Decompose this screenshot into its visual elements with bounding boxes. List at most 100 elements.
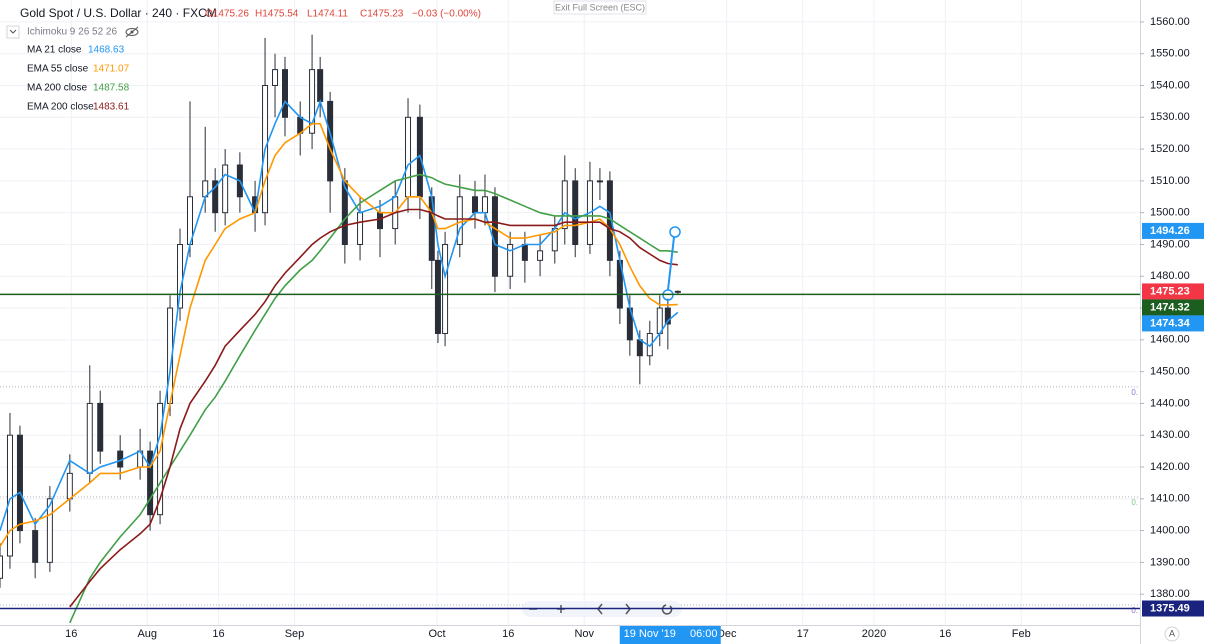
candle-body	[212, 180, 219, 214]
x-tick-label: 2020	[862, 628, 886, 640]
price-badge-label: 1475.23	[1150, 285, 1190, 297]
candle-body	[282, 69, 288, 118]
y-tick-label: 1430.00	[1150, 429, 1190, 441]
ohlc-value: H1475.54	[255, 9, 299, 20]
x-tick-label: 16	[502, 628, 514, 640]
ohlc-value: O1475.26	[205, 9, 249, 20]
y-tick-label: 1510.00	[1150, 175, 1190, 187]
x-tick-label: 16	[65, 628, 77, 640]
x-tick-label: 16	[939, 628, 951, 640]
collapse-toggle[interactable]	[6, 25, 20, 39]
x-tick-label: 17	[797, 628, 809, 640]
candle-body	[309, 69, 316, 134]
y-tick-label: 1540.00	[1150, 79, 1190, 91]
candle-body	[405, 116, 412, 198]
price-badge	[1142, 315, 1204, 332]
y-tick-label: 1490.00	[1150, 238, 1190, 250]
price-badge	[1142, 600, 1204, 617]
legend-name: MA 21 close	[27, 45, 82, 56]
y-tick-label: 1420.00	[1150, 461, 1190, 473]
ohlc-value: C1475.23	[360, 9, 404, 20]
legend-value: 1487.58	[93, 83, 130, 94]
candle-body	[434, 259, 441, 334]
candle-body	[317, 69, 324, 102]
legend-value: 1471.07	[93, 64, 130, 75]
ma-line	[69, 208, 678, 608]
price-badge-label: 1375.49	[1150, 602, 1190, 614]
candle-body	[472, 196, 478, 214]
price-badge-label: 1474.32	[1150, 301, 1190, 313]
candle-body	[157, 402, 164, 516]
y-tick-label: 1410.00	[1150, 493, 1190, 505]
candle-body	[147, 450, 154, 516]
candle-body	[674, 290, 681, 293]
legend-name: MA 200 close	[27, 83, 87, 94]
cursor-date: 19 Nov '19	[624, 628, 676, 640]
x-tick-label: 16	[212, 628, 224, 640]
symbol-title: Gold Spot / U.S. Dollar · 240 · FXCM	[20, 6, 217, 20]
y-tick-label: 1380.00	[1150, 588, 1190, 600]
candle-body	[66, 472, 73, 500]
y-tick-label: 1440.00	[1150, 397, 1190, 409]
auto-scale-button[interactable]	[1164, 626, 1180, 642]
legend-value: 1483.61	[93, 102, 130, 113]
y-tick-label: 1530.00	[1150, 111, 1190, 123]
ma-line	[0, 98, 679, 531]
x-tick-label: Nov	[574, 628, 594, 640]
candle-body	[481, 196, 488, 214]
exit-button[interactable]	[553, 0, 647, 15]
x-tick-label: Feb	[1012, 628, 1031, 640]
eye-icon[interactable]	[125, 26, 139, 38]
candle-body	[442, 243, 449, 334]
x-tick-label: Sep	[285, 628, 305, 640]
candle-body	[32, 530, 39, 563]
candle-body	[177, 243, 184, 309]
exit-fullscreen[interactable]: Exit Full Screen (ESC)	[555, 2, 645, 12]
y-tick-label: 1460.00	[1150, 334, 1190, 346]
candle-body	[0, 555, 3, 579]
price-badge	[1142, 222, 1204, 239]
ma-line	[69, 173, 678, 624]
candle-body	[636, 339, 643, 357]
x-tick-label: Aug	[137, 628, 157, 640]
candle-body	[357, 212, 364, 245]
candle-body	[46, 498, 53, 563]
y-tick-label: 1450.00	[1150, 366, 1190, 378]
candle-body	[86, 402, 93, 474]
arrow-line	[667, 236, 675, 291]
cursor-badge	[619, 626, 721, 644]
y-tick-label: 1480.00	[1150, 270, 1190, 282]
candle-body	[456, 196, 463, 245]
y-tick-label: 1550.00	[1150, 48, 1190, 60]
price-badge	[1142, 283, 1204, 300]
candle-body	[537, 250, 544, 261]
candle-body	[6, 434, 13, 557]
y-tick-label: 1520.00	[1150, 143, 1190, 155]
indicator-label: Ichimoku 9 26 52 26	[27, 27, 117, 38]
ohlc-value: L1474.11	[307, 9, 348, 20]
y-tick-label: 1560.00	[1150, 16, 1190, 28]
ohlc-value: −0.03 (−0.00%)	[412, 9, 481, 20]
level-label: 0.	[1131, 606, 1138, 615]
x-tick-label: Dec	[717, 628, 737, 640]
chevron	[9, 29, 17, 34]
candle-body	[272, 69, 279, 87]
auto-scale-label[interactable]: A	[1169, 628, 1175, 638]
price-badge-label: 1494.26	[1150, 225, 1190, 237]
legend-name: EMA 200 close	[27, 102, 94, 113]
level-label: 0.	[1131, 388, 1138, 397]
y-tick-label: 1500.00	[1150, 207, 1190, 219]
x-tick-label: Oct	[428, 628, 445, 640]
candle-body	[572, 180, 579, 245]
legend-value: 1468.63	[88, 45, 125, 56]
level-label: 0.	[1131, 498, 1138, 507]
candle-body	[507, 243, 514, 277]
candle-body	[377, 212, 383, 230]
candle-body	[97, 402, 104, 452]
candle-body	[222, 164, 229, 214]
candle-body	[664, 307, 671, 325]
price-badge-label: 1474.34	[1150, 317, 1191, 329]
